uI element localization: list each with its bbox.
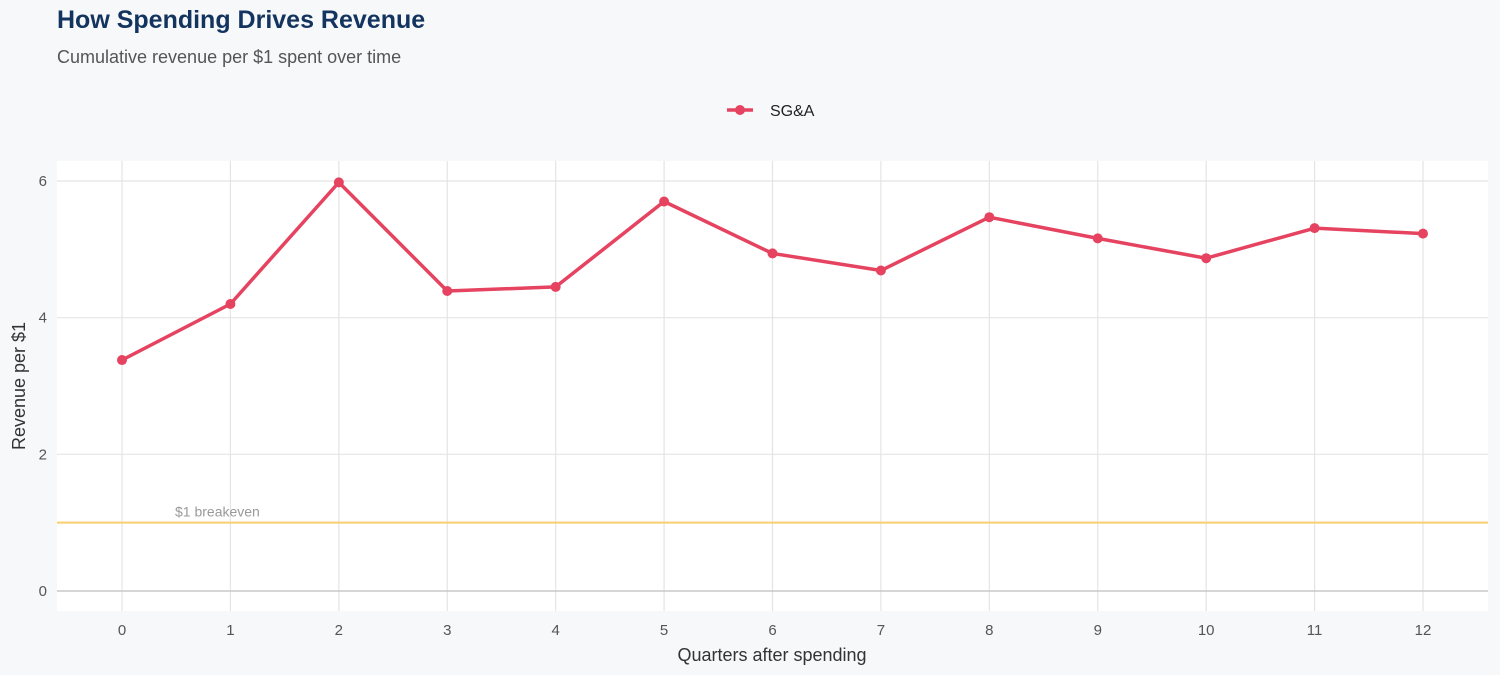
data-point xyxy=(117,355,127,366)
data-point xyxy=(1418,228,1428,239)
legend-label: SG&A xyxy=(770,103,815,120)
x-tick-label: 12 xyxy=(1415,622,1432,639)
data-point xyxy=(875,265,886,276)
chart-title: How Spending Drives Revenue xyxy=(57,6,426,34)
data-point xyxy=(984,212,995,223)
x-tick-label: 8 xyxy=(985,622,993,639)
legend: SG&A xyxy=(727,103,815,120)
x-tick-label: 9 xyxy=(1094,622,1102,639)
x-tick-label: 3 xyxy=(443,622,451,639)
data-point xyxy=(659,196,670,207)
data-point xyxy=(225,299,236,309)
data-point xyxy=(767,248,778,259)
data-point xyxy=(550,281,561,292)
x-tick-label: 7 xyxy=(877,622,885,639)
data-point xyxy=(442,286,453,297)
y-tick-label: 6 xyxy=(39,173,47,190)
x-tick-label: 2 xyxy=(335,622,343,639)
y-tick-label: 0 xyxy=(39,583,47,600)
x-tick-label: 5 xyxy=(660,622,668,639)
y-axis-label: Revenue per $1 xyxy=(9,322,29,450)
x-tick-label: 1 xyxy=(226,622,234,639)
legend-marker-icon xyxy=(735,105,745,115)
data-point xyxy=(333,177,344,188)
x-tick-label: 11 xyxy=(1307,622,1323,639)
x-tick-label: 4 xyxy=(551,622,559,639)
y-tick-label: 2 xyxy=(39,446,47,463)
data-point xyxy=(1309,223,1320,234)
data-point xyxy=(1092,233,1103,244)
x-axis-label: Quarters after spending xyxy=(677,645,866,665)
chart-subtitle: Cumulative revenue per $1 spent over tim… xyxy=(57,47,402,67)
x-tick-label: 0 xyxy=(118,622,126,639)
data-point xyxy=(1201,253,1212,264)
x-tick-label: 6 xyxy=(768,622,776,639)
x-tick-label: 10 xyxy=(1198,622,1215,639)
y-tick-label: 4 xyxy=(39,310,47,327)
breakeven-label: $1 breakeven xyxy=(175,504,260,520)
